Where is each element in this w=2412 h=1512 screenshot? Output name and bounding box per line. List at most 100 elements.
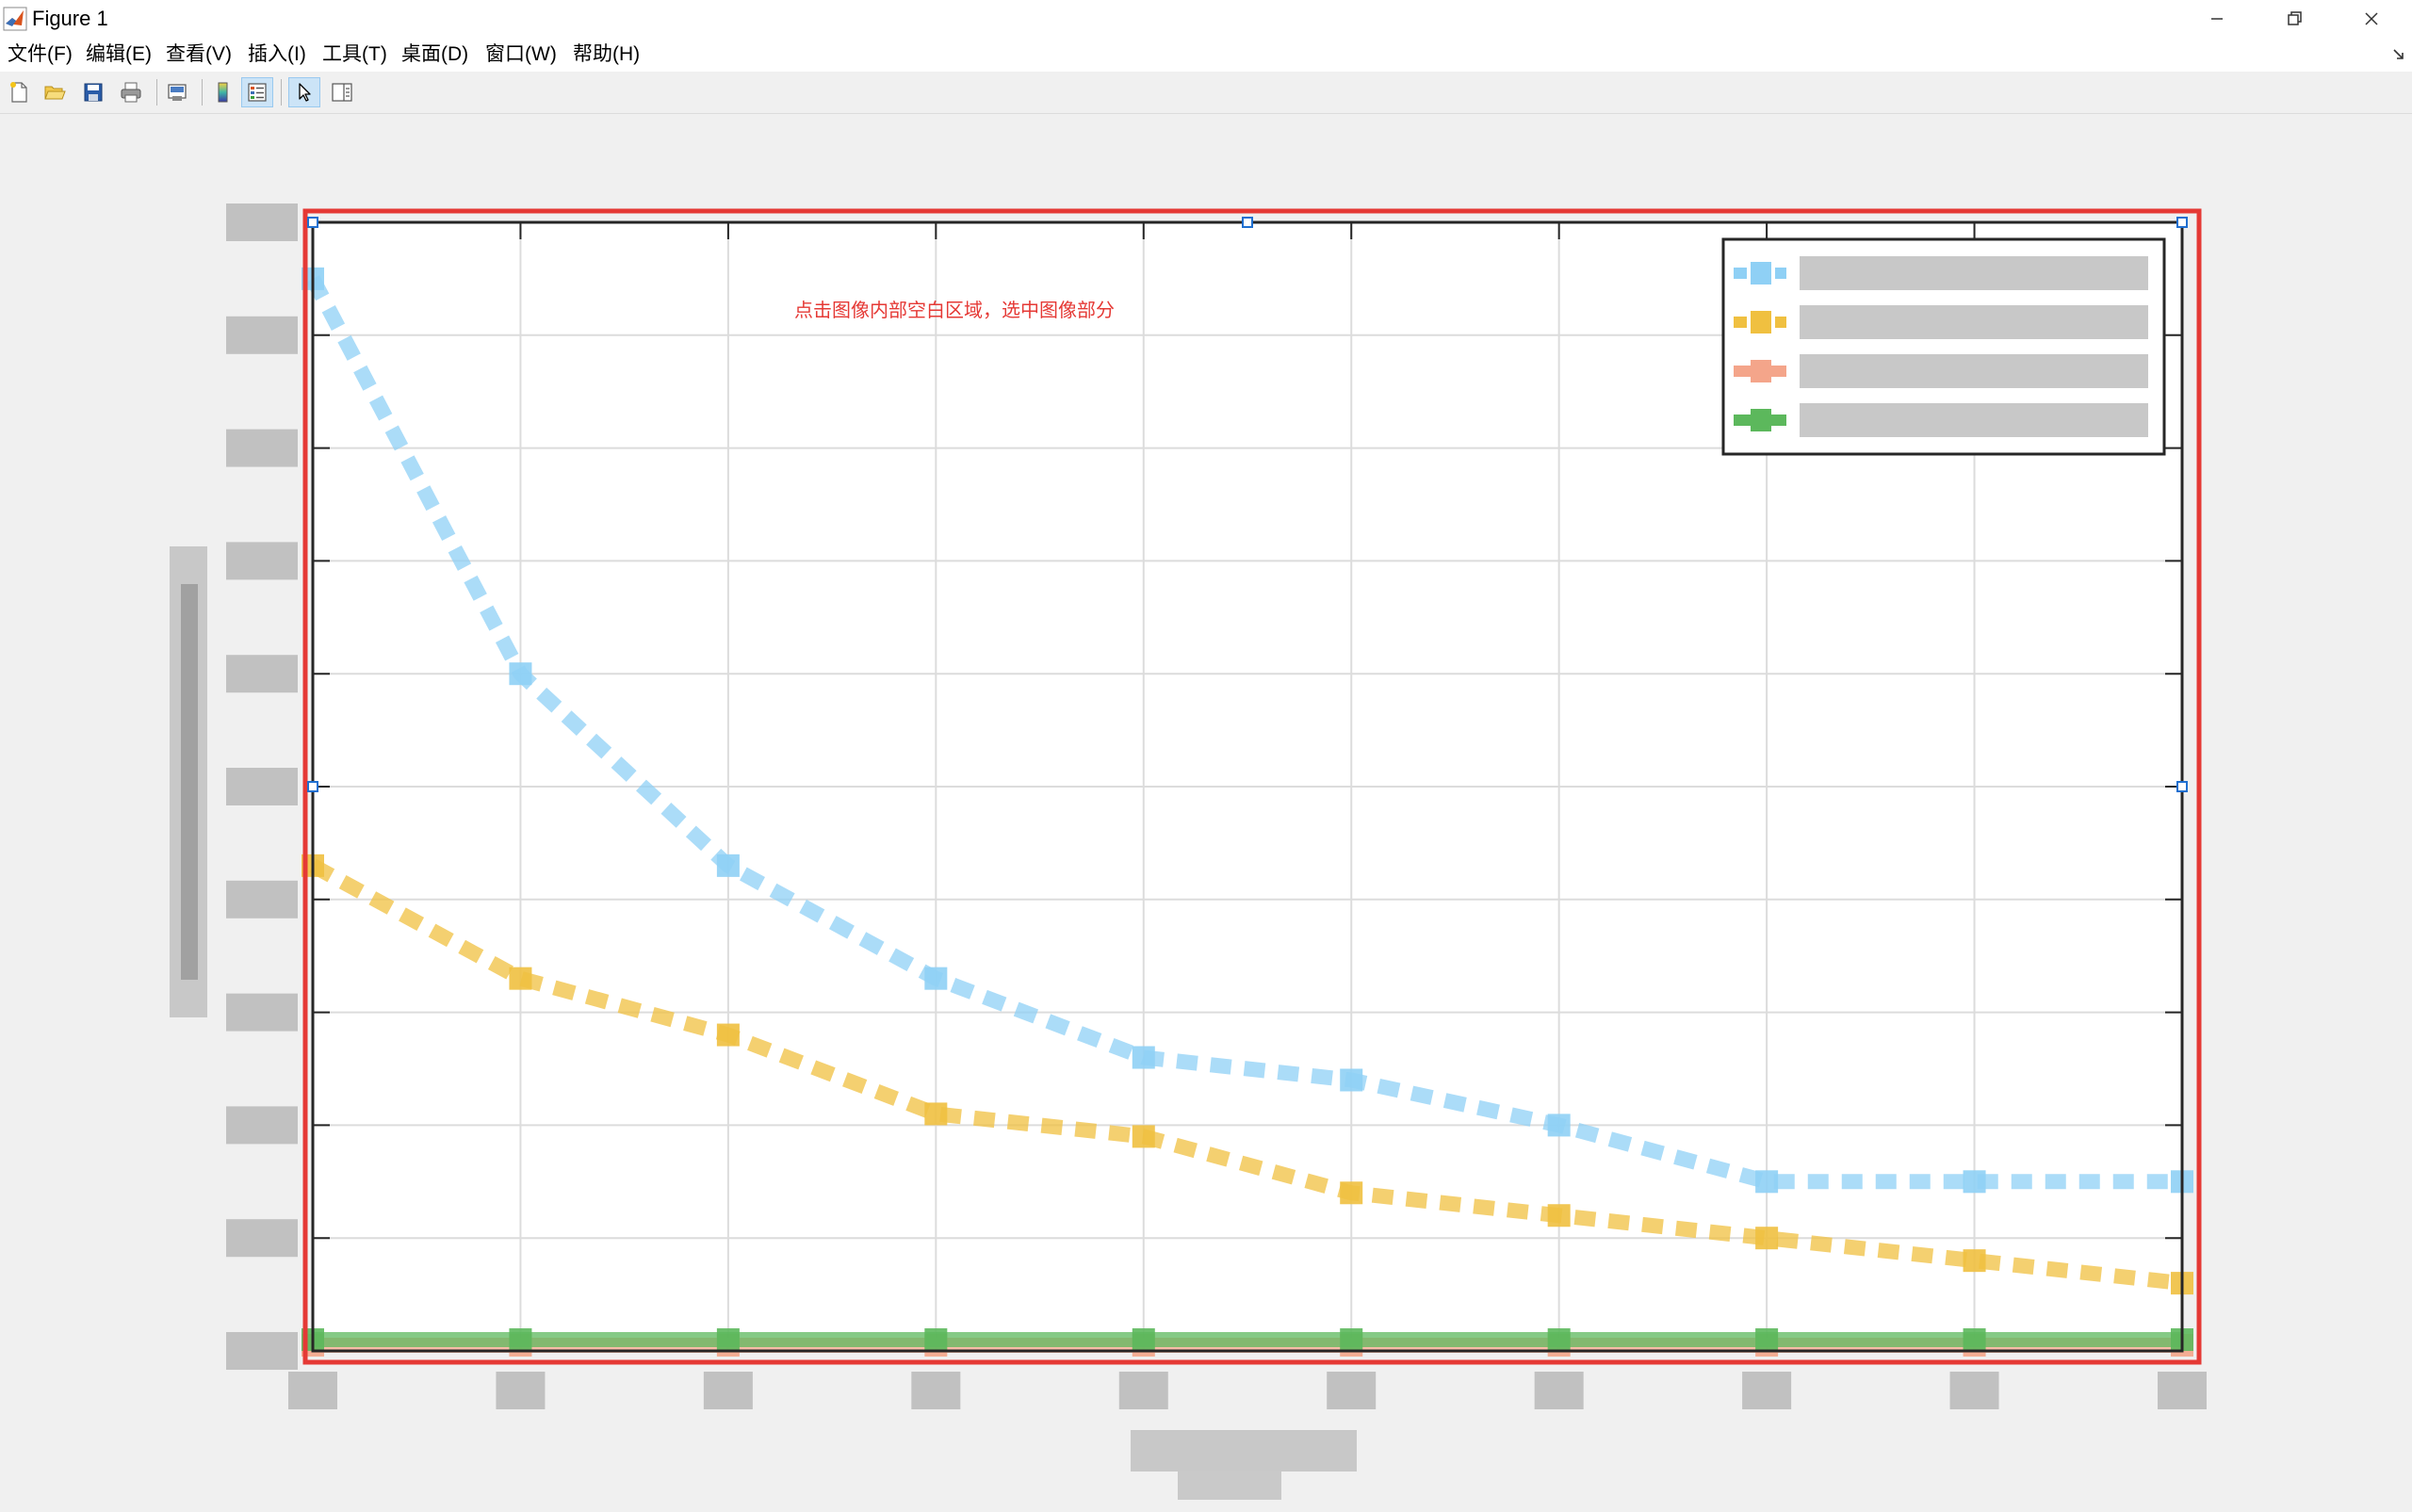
figure-toolbar	[0, 72, 2412, 114]
toolbar-separator	[156, 79, 157, 106]
folder-open-icon	[44, 86, 66, 100]
resize-handle[interactable]	[307, 781, 318, 792]
y-tick-label	[226, 542, 298, 580]
legend-label-3	[1800, 354, 2148, 388]
resize-handle[interactable]	[307, 217, 318, 228]
legend-label-4	[1800, 403, 2148, 437]
x-tick-label	[1742, 1372, 1792, 1409]
restore-icon	[2288, 11, 2302, 25]
series-1-marker[interactable]	[509, 662, 532, 686]
series-line-1[interactable]	[305, 275, 2182, 1190]
x-tick-label	[288, 1372, 337, 1409]
y-tick-label	[226, 1219, 298, 1258]
x-tick-label	[496, 1372, 546, 1409]
selection-handles[interactable]	[307, 217, 2188, 792]
legend-marker-4	[1751, 409, 1771, 431]
series-4-marker[interactable]	[716, 1328, 740, 1352]
series-4-marker[interactable]	[1963, 1328, 1986, 1352]
y-tick-label	[226, 316, 298, 354]
series-2-marker[interactable]	[1340, 1181, 1363, 1205]
save-figure-button[interactable]	[77, 77, 109, 107]
menu-tools[interactable]: 工具(T)	[322, 43, 387, 65]
series-1-marker[interactable]	[924, 967, 948, 990]
open-file-button[interactable]	[39, 77, 71, 107]
series-1-marker[interactable]	[1547, 1114, 1571, 1137]
insert-legend-button[interactable]	[241, 77, 273, 107]
series-1-marker[interactable]	[1755, 1170, 1779, 1194]
title-bar[interactable]: Figure 1	[0, 0, 2412, 38]
menu-desktop[interactable]: 桌面(D)	[401, 43, 469, 65]
property-panel-icon	[332, 83, 352, 102]
series-4-marker[interactable]	[1132, 1328, 1155, 1352]
window-title: Figure 1	[32, 7, 108, 30]
menu-window[interactable]: 窗口(W)	[485, 43, 557, 65]
close-button[interactable]	[2333, 0, 2410, 38]
link-plot-button[interactable]	[161, 77, 193, 107]
dock-figure-icon[interactable]	[2391, 47, 2406, 62]
series-4-marker[interactable]	[1547, 1328, 1571, 1352]
plot-series[interactable]	[302, 267, 2193, 1358]
close-icon	[2365, 12, 2378, 25]
series-1-marker[interactable]	[1340, 1068, 1363, 1092]
series-2-marker[interactable]	[1963, 1249, 1986, 1273]
resize-handle[interactable]	[2176, 217, 2188, 228]
series-1-marker[interactable]	[1963, 1170, 1986, 1194]
series-4-marker[interactable]	[1340, 1328, 1363, 1352]
x-tick-label	[1327, 1372, 1377, 1409]
legend-marker-1	[1751, 262, 1771, 285]
menu-file[interactable]: 文件(F)	[8, 43, 73, 65]
y-axis-label	[170, 546, 207, 1017]
series-1-marker[interactable]	[716, 854, 740, 877]
series-4-marker[interactable]	[924, 1328, 948, 1352]
resize-handle[interactable]	[2176, 781, 2188, 792]
series-2-marker[interactable]	[1547, 1204, 1571, 1227]
legend[interactable]	[1721, 237, 2166, 456]
y-tick-label	[226, 880, 298, 919]
y-tick-labels	[226, 203, 298, 1370]
toolbar-separator	[202, 79, 203, 106]
new-figure-button[interactable]	[3, 77, 35, 107]
series-2-marker[interactable]	[1132, 1125, 1155, 1148]
minimize-icon	[2211, 18, 2223, 20]
menu-help[interactable]: 帮助(H)	[573, 43, 641, 65]
colorbar-icon	[218, 82, 228, 103]
restore-button[interactable]	[2256, 0, 2333, 38]
plot-svg[interactable]: 点击图像内部空白区域，选中图像部分	[0, 114, 2412, 1507]
matlab-logo-icon	[3, 7, 27, 31]
resize-handle[interactable]	[1242, 217, 1253, 228]
series-2-marker[interactable]	[1755, 1227, 1779, 1250]
x-tick-labels	[288, 1372, 2207, 1409]
y-tick-label	[226, 768, 298, 805]
x-tick-label	[1534, 1372, 1584, 1409]
annotation-text: 点击图像内部空白区域，选中图像部分	[794, 300, 1115, 321]
series-1-marker[interactable]	[1132, 1046, 1155, 1069]
legend-marker-2	[1751, 311, 1771, 333]
legend-label-1	[1800, 256, 2148, 290]
menu-insert[interactable]: 插入(I)	[248, 43, 306, 65]
y-tick-label	[226, 1332, 298, 1370]
series-2-marker[interactable]	[924, 1102, 948, 1126]
series-2-marker[interactable]	[509, 967, 532, 990]
cursor-arrow-icon	[299, 83, 311, 102]
x-tick-label	[1118, 1372, 1168, 1409]
property-inspector-button[interactable]	[326, 77, 358, 107]
link-plot-icon	[168, 84, 187, 101]
menu-edit[interactable]: 编辑(E)	[86, 43, 152, 65]
figure-canvas[interactable]: 点击图像内部空白区域，选中图像部分	[0, 114, 2412, 1507]
menu-view[interactable]: 查看(V)	[166, 43, 232, 65]
series-line-2[interactable]	[309, 858, 2183, 1292]
print-figure-button[interactable]	[115, 77, 147, 107]
series-2-marker[interactable]	[716, 1023, 740, 1047]
series-4-marker[interactable]	[1755, 1328, 1779, 1352]
insert-colorbar-button[interactable]	[206, 77, 238, 107]
toolbar-separator	[281, 79, 282, 106]
y-tick-label	[226, 203, 298, 241]
minimize-button[interactable]	[2178, 0, 2256, 38]
printer-icon	[121, 82, 141, 103]
series-4-marker[interactable]	[509, 1328, 532, 1352]
y-tick-label	[226, 1106, 298, 1145]
edit-plot-button[interactable]	[288, 77, 320, 107]
selection-rectangle	[302, 208, 2202, 1365]
new-file-icon	[10, 82, 27, 103]
